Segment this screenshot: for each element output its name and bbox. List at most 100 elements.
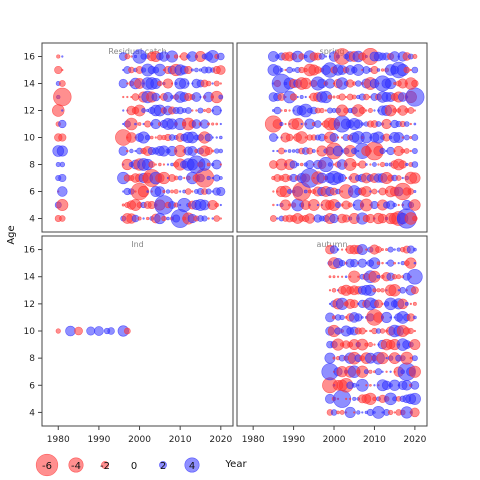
panel-title: autumn — [316, 240, 347, 249]
bubble-point — [338, 260, 346, 267]
bubble-point — [411, 148, 418, 154]
legend-bubble — [159, 461, 167, 469]
bubble-point — [213, 215, 221, 222]
bubble-point — [332, 356, 336, 360]
bubble-point — [187, 82, 190, 85]
bubble-point — [215, 136, 218, 139]
bubble-point — [397, 289, 400, 292]
bubble-point — [364, 342, 369, 347]
bubble-point — [412, 301, 417, 306]
bubble-point — [130, 55, 133, 58]
bubble-point — [276, 149, 279, 153]
bubble-point — [307, 199, 320, 211]
bubble-point — [284, 149, 287, 153]
bubble-point — [393, 411, 396, 414]
bubble-point — [216, 65, 226, 75]
bubble-point — [409, 302, 412, 305]
legend-bubble — [184, 457, 200, 473]
legend-bubble — [101, 461, 109, 469]
bubble-point — [291, 117, 304, 131]
y-tick-label: 10 — [24, 134, 36, 144]
bubble-point — [367, 342, 373, 348]
y-tick-label: 8 — [29, 161, 35, 171]
bubble-point — [409, 122, 412, 126]
bubble-point — [287, 188, 293, 195]
bubble-point — [211, 136, 214, 139]
y-tick-label: 6 — [29, 381, 35, 391]
bubble-point — [166, 216, 170, 221]
bubble-point — [374, 299, 383, 309]
bubble-point — [409, 199, 421, 211]
bubble-point — [122, 109, 125, 112]
x-tick-label: 1990 — [282, 435, 305, 445]
bubble-point — [413, 261, 417, 265]
bubble-point — [61, 68, 64, 72]
bubble-point — [373, 343, 376, 346]
bubble-point — [165, 189, 171, 194]
bubble-point — [299, 95, 304, 99]
x-tick-label: 2000 — [323, 435, 346, 445]
bubble-point — [141, 108, 146, 113]
bubble-point — [316, 203, 319, 207]
bubble-point — [369, 190, 372, 193]
x-tick-label: 1990 — [87, 435, 110, 445]
bubble-point — [376, 68, 381, 72]
bubble-point — [355, 80, 362, 87]
bubble-point — [351, 161, 357, 168]
bubble-point — [349, 397, 352, 400]
bubble-point — [137, 122, 142, 126]
bubble-point — [218, 176, 223, 180]
bubble-point — [286, 66, 293, 74]
bubble-point — [137, 216, 142, 221]
bubble-point — [219, 203, 222, 207]
bubble-point — [219, 135, 223, 140]
bubble-point — [413, 109, 416, 112]
bubble-point — [338, 173, 347, 183]
bubble-point — [407, 107, 415, 114]
bubble-point — [358, 327, 366, 335]
bubble-point — [387, 246, 394, 253]
bubble-point — [124, 53, 131, 60]
bubble-point — [291, 68, 296, 72]
bubble-point — [350, 258, 359, 268]
bubble-point — [126, 82, 129, 85]
legend-bubble — [68, 457, 84, 473]
bubble-point — [387, 259, 395, 267]
bubble-point — [356, 410, 361, 415]
x-tick-label: 2020 — [209, 435, 232, 445]
bubble-point — [216, 186, 226, 197]
bubble-point — [413, 315, 417, 320]
bubble-point — [388, 409, 394, 416]
bubble-point — [355, 378, 369, 392]
bubble-point — [211, 82, 214, 85]
bubble-point — [363, 369, 369, 375]
bubble-point — [380, 288, 385, 293]
bubble-point — [218, 94, 224, 100]
bubble-point — [205, 188, 212, 195]
bubble-point — [340, 149, 344, 153]
bubble-point — [381, 311, 393, 323]
bubble-point — [190, 68, 194, 72]
x-tick-label: 2010 — [363, 435, 386, 445]
legend-label: 2 — [160, 461, 166, 472]
bubble-point — [339, 410, 345, 415]
legend-label: -2 — [100, 461, 110, 472]
bubble-point — [369, 329, 372, 333]
bubble-point — [386, 146, 395, 156]
bubble-point — [213, 80, 220, 87]
bubble-point — [405, 162, 409, 167]
bubble-point — [403, 148, 410, 154]
bubble-point — [305, 160, 315, 169]
bubble-point — [341, 275, 344, 278]
bubble-point — [376, 261, 381, 265]
bubble-point — [377, 163, 380, 166]
bubble-point — [360, 316, 364, 319]
bubble-point — [314, 120, 322, 128]
y-tick-label: 10 — [24, 327, 36, 337]
bubble-point — [397, 262, 400, 265]
y-tick-label: 4 — [29, 408, 35, 418]
bubble-point — [299, 162, 304, 167]
bubble-point — [144, 120, 152, 128]
bubble-point — [380, 68, 385, 72]
bubble-point — [287, 149, 292, 153]
